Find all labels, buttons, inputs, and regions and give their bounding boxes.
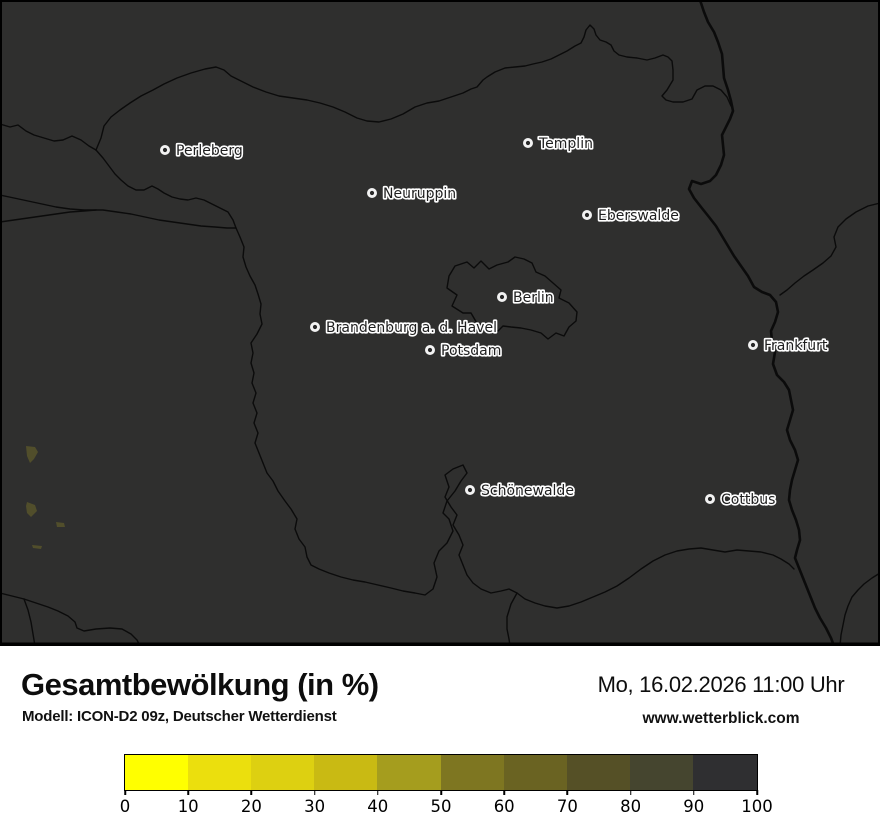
clearing-patch <box>56 522 65 527</box>
state-border-bottom-left-branch <box>23 598 36 646</box>
clearing-patch <box>26 502 37 517</box>
colorbar-tick-label: 60 <box>493 797 515 816</box>
colorbar-segment <box>566 754 631 790</box>
colorbar-tick <box>756 790 758 795</box>
city-marker-dot <box>750 342 756 348</box>
city-label: Brandenburg a. d. Havel <box>326 320 497 336</box>
colorbar-tick <box>440 790 442 795</box>
colorbar-segment <box>693 754 757 790</box>
map-title: Gesamtbewölkung (in %) <box>21 667 379 702</box>
clearing-patch <box>32 545 42 549</box>
colorbar-tick <box>313 790 316 795</box>
city-label: Neuruppin <box>383 186 456 202</box>
colorbar-tick <box>124 790 126 795</box>
city-label: Potsdam <box>441 343 501 359</box>
colorbar-tick-label: 40 <box>367 797 389 816</box>
city-markers-layer: Perleberg Templin Neuruppin Eberswalde Berli… <box>160 134 830 510</box>
state-border-west-feeder <box>0 194 237 229</box>
city-marker-dot <box>584 212 590 218</box>
city-label: Schönewalde <box>481 483 574 499</box>
colorbar-tick-label: 0 <box>119 797 131 816</box>
colorbar-tick <box>250 790 253 795</box>
city-label: Berlin <box>513 290 554 306</box>
city-marker-dot <box>467 487 473 493</box>
city-marker-dot <box>369 190 375 196</box>
website-url: www.wetterblick.com <box>642 710 800 727</box>
colorbar-tick-label: 70 <box>556 797 578 816</box>
colorbar-tick-label: 50 <box>430 797 452 816</box>
colorbar-axis: 0 10 20 30 40 50 60 70 80 90 100 <box>120 790 773 820</box>
city-label: Cottbus <box>721 492 775 508</box>
city-label: Eberswalde <box>598 208 679 224</box>
cloud-cover-map-canvas: Perleberg Templin Neuruppin Eberswalde Berli… <box>0 0 880 646</box>
state-border-north <box>0 123 97 151</box>
colorbar-tick-label: 90 <box>683 797 705 816</box>
state-border-right-join <box>779 202 880 296</box>
colorbar-tick <box>503 790 505 795</box>
colorbar-tick-label: 10 <box>177 797 199 816</box>
city-marker-dot <box>525 140 531 146</box>
state-border-bottom-right <box>839 572 880 646</box>
state-border-bottom-left <box>0 592 141 646</box>
colorbar-tick <box>629 790 632 795</box>
colorbar-segment <box>440 754 504 790</box>
city-label: Perleberg <box>176 143 243 159</box>
city-marker-dot <box>312 324 318 330</box>
weather-map: Perleberg Templin Neuruppin Eberswalde Berli… <box>0 0 880 646</box>
colorbar-tick <box>566 790 569 795</box>
map-bottom-separator <box>0 642 880 646</box>
colorbar-tick <box>187 790 189 795</box>
colorbar-segment <box>630 754 694 790</box>
city-label: Templin <box>538 136 593 152</box>
city-marker-dot <box>707 496 713 502</box>
colorbar-tick-label: 20 <box>240 797 262 816</box>
country-border-poland <box>687 0 836 646</box>
colorbar-tick-label: 100 <box>741 797 773 816</box>
colorbar-segment <box>377 754 441 790</box>
state-border-west-feeder-2 <box>0 209 97 223</box>
city-marker-dot <box>427 347 433 353</box>
colorbar-segment <box>503 754 567 790</box>
colorbar-tick-label: 80 <box>620 797 642 816</box>
berlin-boundary <box>446 256 578 340</box>
colorbar-segment <box>314 754 378 790</box>
colorbar-segment <box>187 754 251 790</box>
colorbar-segment <box>124 754 188 790</box>
model-info: Modell: ICON-D2 09z, Deutscher Wetterdie… <box>22 708 337 725</box>
map-footer <box>0 646 880 830</box>
state-border-south-dip <box>506 592 518 646</box>
cloud-cover-colorbar <box>123 753 758 791</box>
colorbar-tick <box>377 790 379 795</box>
colorbar-tick <box>693 790 695 795</box>
city-marker-dot <box>499 294 505 300</box>
state-border-north-east <box>95 24 732 151</box>
city-label: Frankfurt <box>764 338 828 354</box>
state-border-west-south <box>95 149 795 609</box>
colorbar-segment <box>250 754 315 790</box>
valid-datetime: Mo, 16.02.2026 11:00 Uhr <box>597 672 845 697</box>
colorbar-tick-label: 30 <box>304 797 326 816</box>
clearing-patch <box>26 446 38 463</box>
city-marker-dot <box>162 147 168 153</box>
